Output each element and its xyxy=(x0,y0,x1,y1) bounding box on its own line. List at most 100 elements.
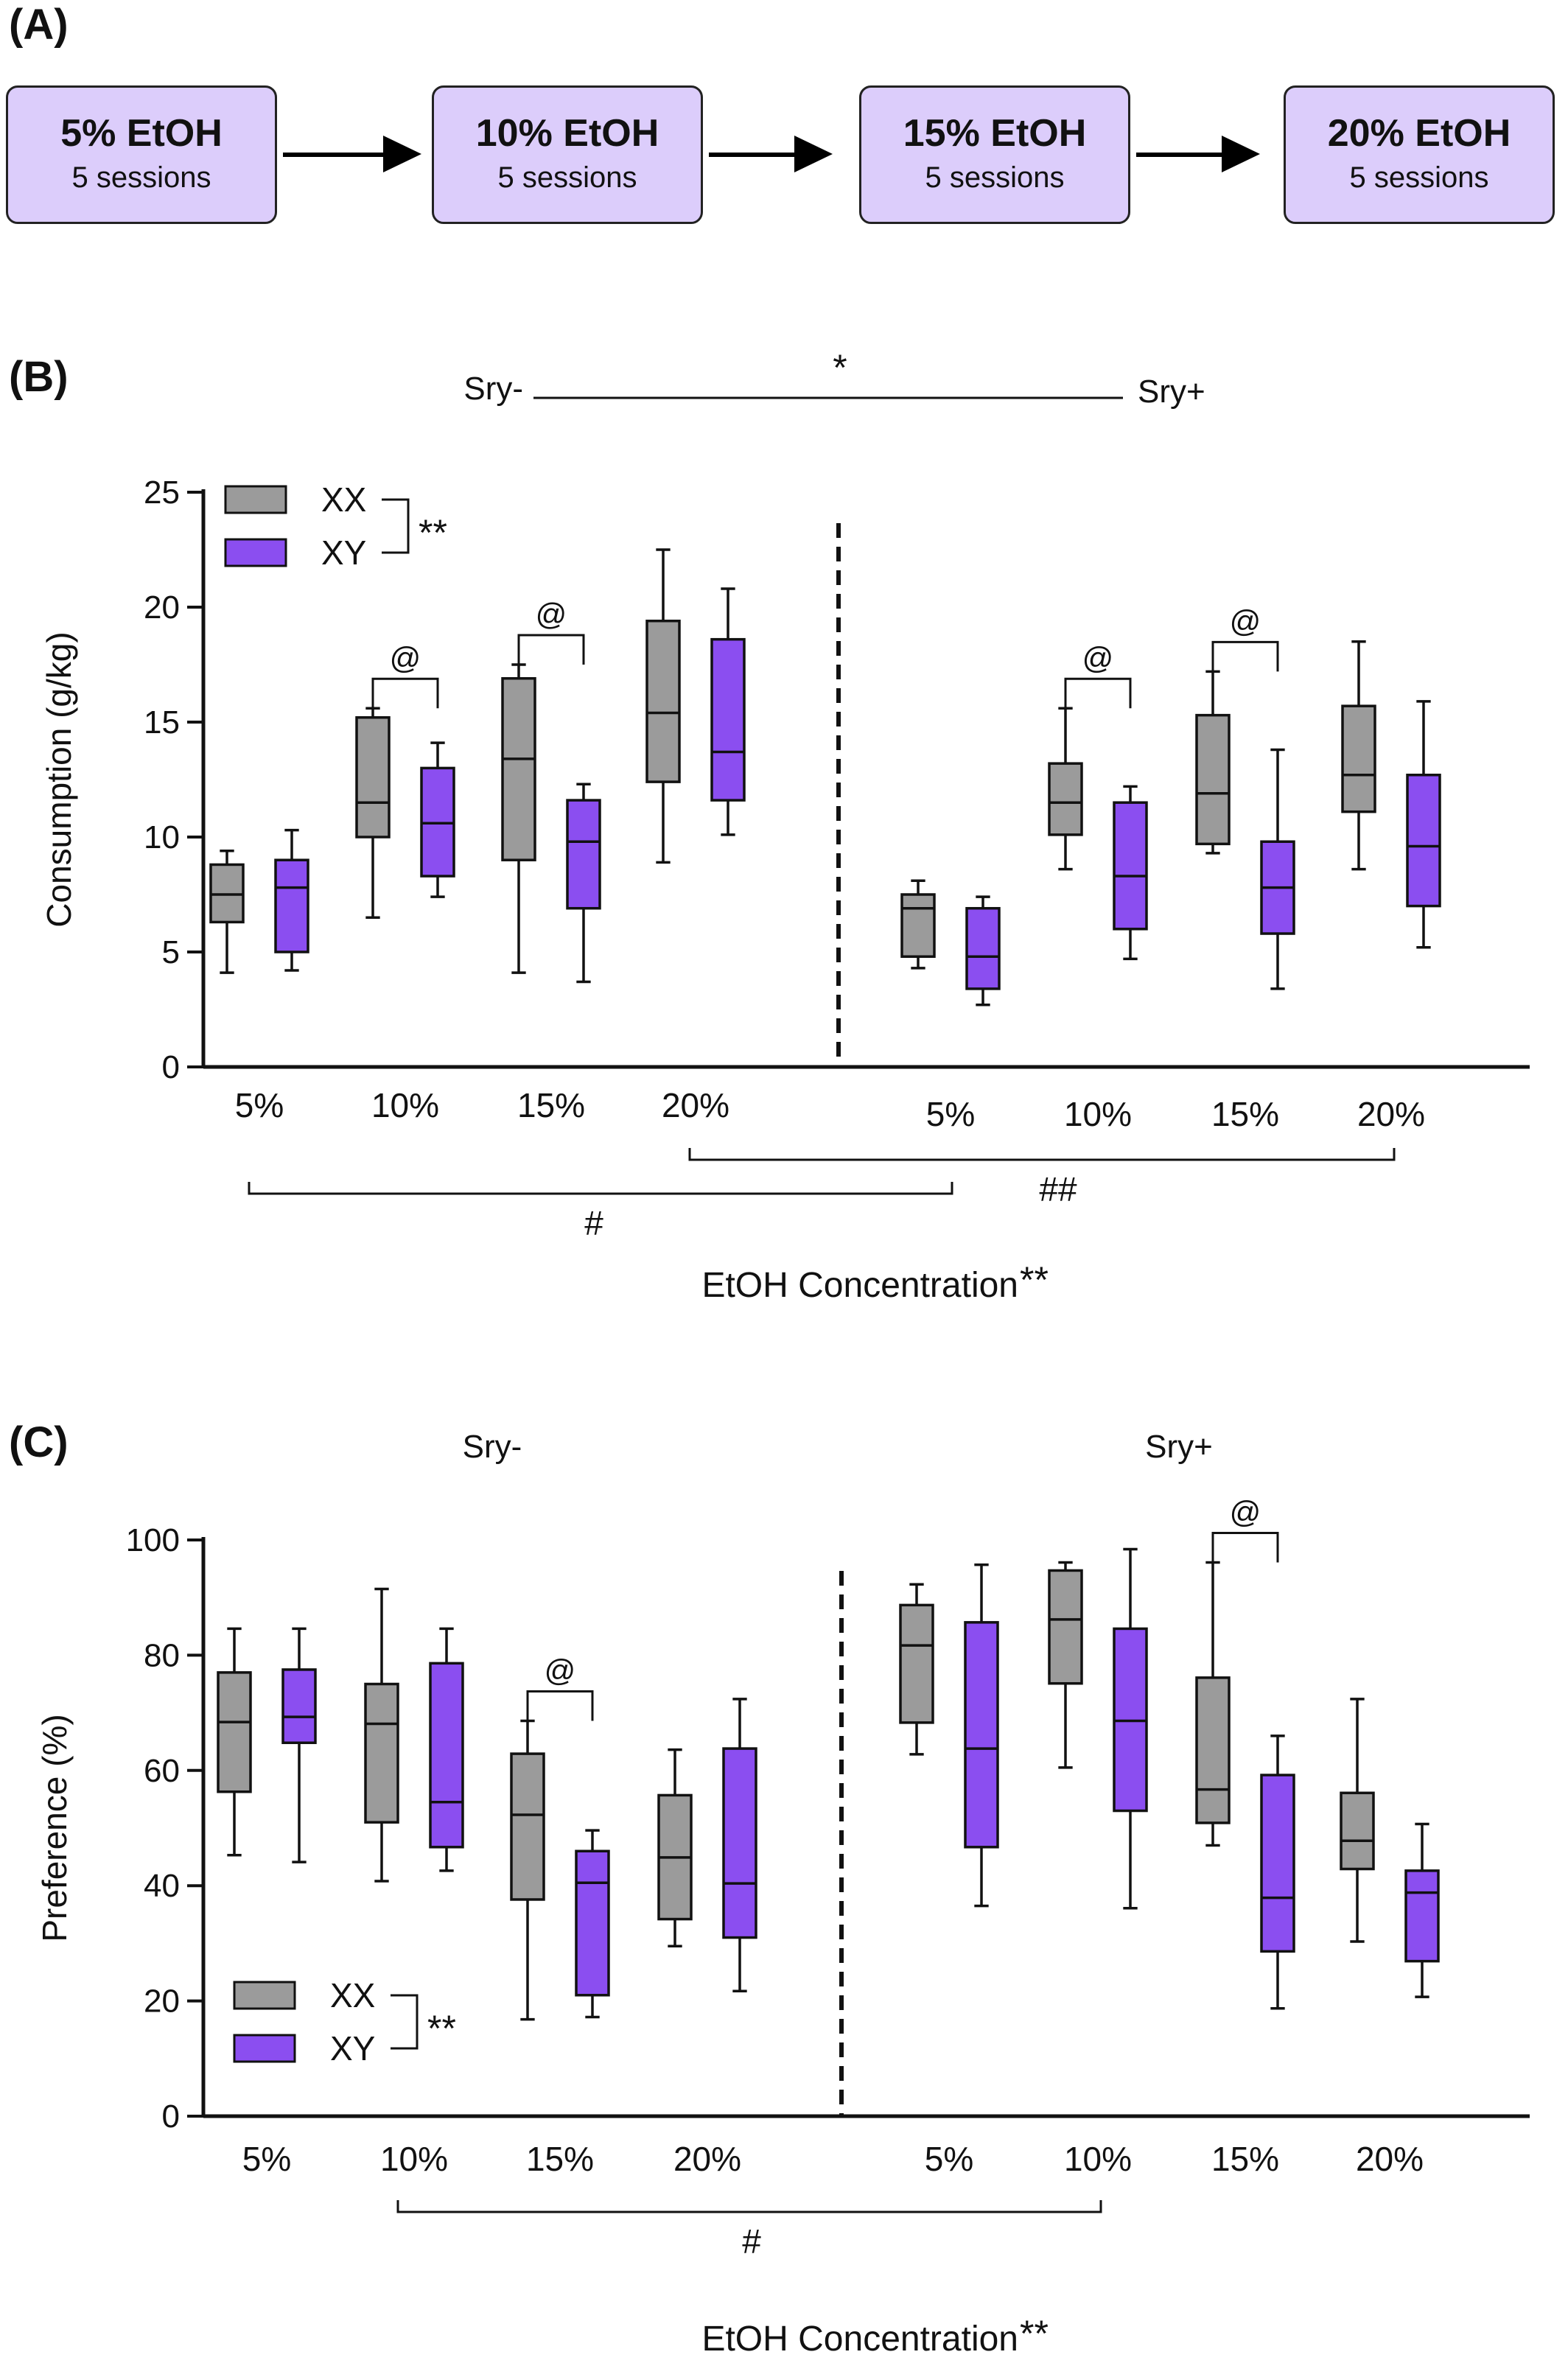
top-group-left: Sry- xyxy=(463,371,523,407)
y-axis-label: Preference (%) xyxy=(35,1714,74,1942)
bottom-bracket xyxy=(248,1182,953,1195)
x-category-label: 15% xyxy=(1211,2140,1279,2178)
x-category-label: 20% xyxy=(1356,2140,1424,2178)
box-xx xyxy=(645,619,681,783)
y-tick-label: 40 xyxy=(144,1868,180,1904)
legend-label: XY xyxy=(330,2029,375,2068)
box-xy xyxy=(1404,1869,1440,1963)
box-xx xyxy=(900,893,936,958)
step-concentration: 5% EtOH xyxy=(60,112,223,155)
step-box-4: 20% EtOH 5 sessions xyxy=(1284,85,1555,224)
y-tick-label: 15 xyxy=(144,704,180,741)
box-xx xyxy=(501,676,536,861)
group-title-right: Sry+ xyxy=(1145,1429,1213,1465)
consumption-boxplot: Sry- * Sry+ 0 5 10 15 20 25 Consumption (g/kg) 5% 1… xyxy=(40,347,1530,1305)
step-sessions: 5 sessions xyxy=(925,161,1065,194)
pair-mark: @ xyxy=(1230,1494,1261,1529)
group-title-left: Sry- xyxy=(463,1429,522,1465)
bottom-bracket-mark: ## xyxy=(1039,1170,1077,1208)
top-group-mark: * xyxy=(833,347,847,388)
box-xy xyxy=(964,1621,999,1849)
box-xx xyxy=(217,1671,252,1793)
legend-swatch-xx xyxy=(233,1981,296,2010)
x-category-label: 10% xyxy=(1064,2140,1132,2178)
y-tick-label: 25 xyxy=(144,475,180,511)
legend-swatch-xx xyxy=(224,485,287,514)
x-category-label: 20% xyxy=(673,2140,741,2178)
step-box-1: 5% EtOH 5 sessions xyxy=(6,85,277,224)
box-xy xyxy=(1113,801,1148,931)
step-sessions: 5 sessions xyxy=(497,161,637,194)
box-xx xyxy=(510,1752,545,1901)
pair-mark: @ xyxy=(545,1653,576,1688)
y-tick-label: 20 xyxy=(144,589,180,626)
x-category-label: 15% xyxy=(1211,1095,1279,1133)
y-tick-label: 0 xyxy=(162,1049,180,1085)
legend-swatch-xy xyxy=(224,538,287,567)
x-category-label: 15% xyxy=(517,1086,585,1124)
preference-boxplot: Sry- Sry+ 0 20 40 60 80 100 Preference (%) 5% 10% 1… xyxy=(35,1429,1530,2359)
y-axis-label: Consumption (g/kg) xyxy=(40,631,78,927)
box-xx xyxy=(1195,1676,1231,1824)
box-xx xyxy=(364,1682,399,1824)
x-category-label: 5% xyxy=(925,2140,973,2178)
x-category-label: 5% xyxy=(242,2140,291,2178)
step-box-3: 15% EtOH 5 sessions xyxy=(859,85,1130,224)
pair-bracket xyxy=(1211,1531,1279,1563)
box-xx xyxy=(1048,762,1083,836)
y-tick-label: 5 xyxy=(162,934,180,970)
legend-mark: ** xyxy=(427,2008,456,2049)
pair-mark: @ xyxy=(1230,603,1261,638)
pair-mark: @ xyxy=(536,597,567,631)
x-category-label: 10% xyxy=(1064,1095,1132,1133)
pair-bracket xyxy=(517,634,585,665)
legend-bracket xyxy=(391,1994,419,2050)
x-category-label: 20% xyxy=(662,1086,729,1124)
panel-a-label: (A) xyxy=(9,1,69,49)
box-xy xyxy=(429,1662,464,1849)
box-xy xyxy=(274,858,309,953)
box-xy xyxy=(710,637,746,802)
x-category-label: 20% xyxy=(1357,1095,1425,1133)
x-axis-label: EtOH Concentration xyxy=(701,2320,1018,2359)
box-xy xyxy=(575,1849,610,1997)
legend-label: XX xyxy=(321,480,366,519)
y-tick-label: 0 xyxy=(162,2098,180,2135)
legend-label: XY xyxy=(321,533,366,572)
x-axis-label-mark: ** xyxy=(1020,1259,1049,1300)
step-concentration: 15% EtOH xyxy=(903,112,1087,155)
bottom-bracket-mark: # xyxy=(742,2222,761,2261)
pair-bracket xyxy=(1064,677,1132,709)
box-xx xyxy=(1340,1791,1375,1871)
panel-c-label: (C) xyxy=(9,1418,69,1466)
panel-b-label: (B) xyxy=(9,353,69,401)
step-sessions: 5 sessions xyxy=(71,161,211,194)
step-sessions: 5 sessions xyxy=(1349,161,1489,194)
x-axis-label: EtOH Concentration xyxy=(701,1266,1018,1305)
box-xx xyxy=(1341,704,1376,813)
box-xy xyxy=(566,799,601,910)
top-group-right: Sry+ xyxy=(1138,374,1205,410)
x-category-label: 15% xyxy=(526,2140,594,2178)
box-xy xyxy=(965,906,1001,990)
y-tick-label: 60 xyxy=(144,1753,180,1789)
y-tick-label: 20 xyxy=(144,1984,180,2020)
step-concentration: 10% EtOH xyxy=(475,112,659,155)
y-tick-label: 80 xyxy=(144,1637,180,1673)
legend-bracket xyxy=(382,498,410,554)
box-xx xyxy=(899,1603,934,1724)
box-xy xyxy=(722,1747,757,1939)
legend-label: XX xyxy=(330,1976,375,2014)
box-xx xyxy=(1195,713,1231,846)
legend-swatch-xy xyxy=(233,2034,296,2063)
box-xx xyxy=(1048,1569,1083,1685)
step-box-2: 10% EtOH 5 sessions xyxy=(432,85,703,224)
y-tick-label: 10 xyxy=(144,819,180,855)
pair-mark: @ xyxy=(1082,640,1114,675)
x-category-label: 5% xyxy=(926,1095,975,1133)
pair-bracket xyxy=(1211,640,1279,672)
pair-bracket xyxy=(371,677,439,709)
x-axis-label-mark: ** xyxy=(1020,2313,1049,2354)
box-xy xyxy=(1406,774,1441,908)
bottom-bracket-mark: # xyxy=(584,1204,603,1242)
